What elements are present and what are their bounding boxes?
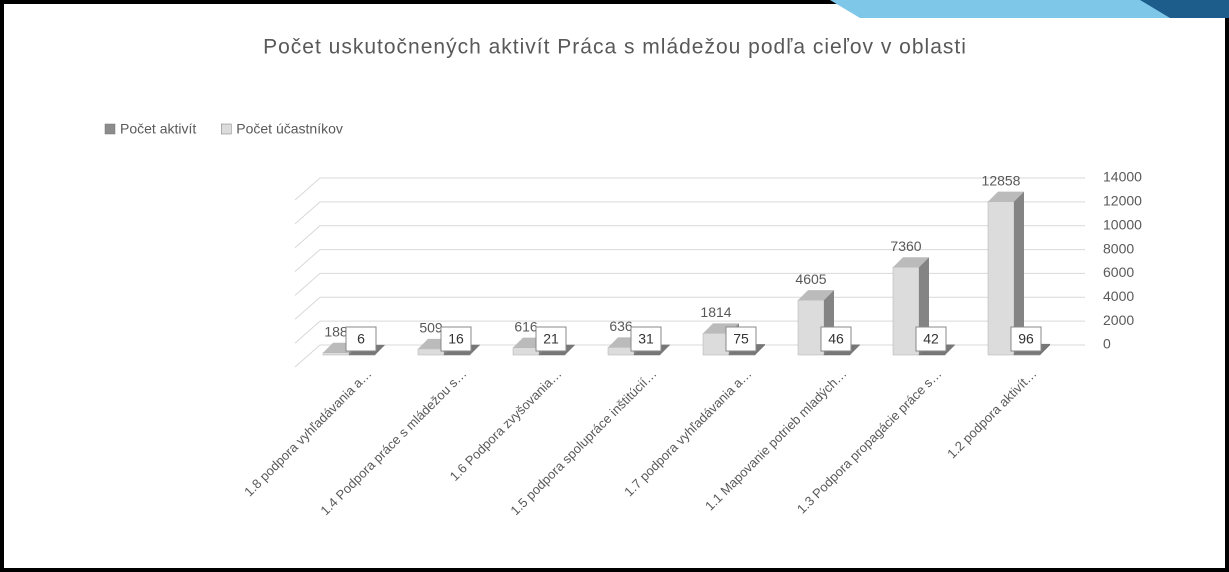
data-label-box [535,326,567,352]
grid-line [294,272,1085,296]
data-label: 1814 [700,304,731,320]
bar-side [565,344,575,355]
data-label-box [820,326,852,352]
data-label: 46 [828,331,844,347]
data-label: 75 [733,331,749,347]
bar [417,348,445,356]
bar [702,333,730,356]
legend-swatch [221,123,232,135]
grid-line [294,177,1085,201]
bar-side [1014,191,1024,355]
bar-top [988,191,1024,202]
data-label-box [1010,326,1042,352]
y-tick-label: 6000 [1103,264,1134,280]
data-label: 16 [448,331,464,347]
data-label: 96 [1018,331,1034,347]
bar [1013,353,1041,356]
data-label-box [630,326,662,352]
legend-label: Počet účastníkov [236,121,343,137]
decoration [1140,0,1229,18]
chart-title: Počet uskutočnených aktivít Práca s mlád… [263,36,967,59]
bar-side [660,344,670,355]
data-label: 21 [543,331,559,347]
bar [918,354,946,356]
legend-swatch [104,123,116,135]
bar-side [850,344,860,355]
bar [797,299,825,356]
y-tick-label: 4000 [1103,288,1134,304]
bar [512,347,540,356]
y-tick-label: 14000 [1103,169,1142,185]
bar-side [470,344,480,355]
data-label: 31 [638,331,654,347]
decoration [830,0,1229,18]
grid-line [294,201,1085,225]
data-label-box [440,326,472,352]
bar [322,352,350,356]
y-tick-label: 10000 [1103,216,1142,232]
bar-side [1040,343,1050,355]
data-label: 509 [419,320,443,336]
bar [823,354,851,356]
y-tick-label: 8000 [1103,240,1134,256]
bar-side [375,344,385,355]
y-tick-label: 0 [1103,336,1111,352]
data-label-box [725,326,757,352]
bar-top [798,290,834,301]
bar-top [893,257,929,268]
bar [728,353,756,356]
legend-label: Počet aktivít [120,121,196,137]
data-label: 42 [923,331,939,347]
data-label: 7360 [890,238,921,254]
grid-line [294,249,1085,272]
data-label: 4605 [795,271,826,287]
bar [607,347,635,356]
bar [892,266,920,356]
data-label: 6 [357,331,365,347]
bar-side [755,344,765,355]
grid-line [294,225,1085,249]
y-tick-label: 2000 [1103,312,1134,328]
data-label: 636 [609,318,633,334]
bar-side [945,344,955,355]
bar [987,201,1015,356]
data-label: 188 [324,323,348,339]
data-label: 12858 [982,172,1021,188]
data-label-box [345,326,377,352]
data-label-box [915,326,947,352]
y-tick-label: 12000 [1103,193,1142,209]
data-label: 616 [514,318,538,334]
